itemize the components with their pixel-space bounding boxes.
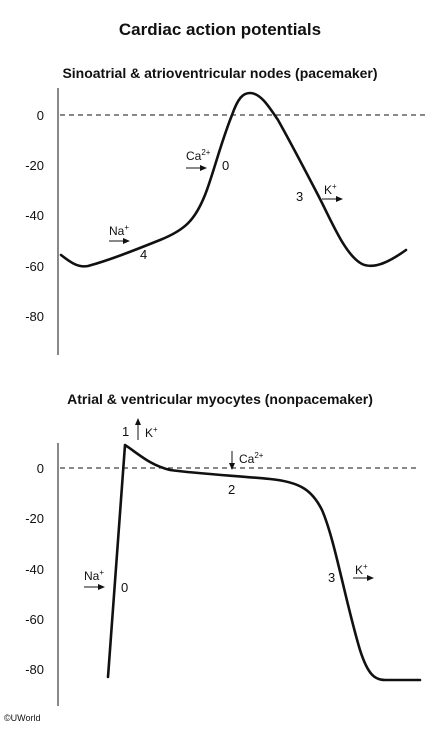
nonpacemaker-k3-label: K+ (355, 562, 368, 577)
nonpacemaker-ytick-0: 0 (37, 461, 44, 476)
nonpacemaker-na-arrow-icon (84, 584, 105, 590)
pacemaker-ytick-minus20: -20 (25, 158, 44, 173)
nonpacemaker-k-arrow-icon (353, 575, 374, 581)
nonpacemaker-subtitle: Atrial & ventricular myocytes (nonpacema… (67, 391, 373, 407)
pacemaker-ytick-0: 0 (37, 108, 44, 123)
pacemaker-na-arrow-icon (109, 238, 130, 244)
pacemaker-k-label: K+ (324, 182, 337, 197)
pacemaker-ytick-minus60: -60 (25, 259, 44, 274)
nonpacemaker-phase-1: 1 (122, 424, 129, 439)
nonpacemaker-ytick-minus60: -60 (25, 612, 44, 627)
pacemaker-phase-3: 3 (296, 189, 303, 204)
nonpacemaker-action-potential-curve (106, 443, 422, 682)
pacemaker-subtitle: Sinoatrial & atrioventricular nodes (pac… (62, 65, 377, 81)
pacemaker-ytick-minus40: -40 (25, 208, 44, 223)
nonpacemaker-phase-0: 0 (121, 580, 128, 595)
pacemaker-panel: Sinoatrial & atrioventricular nodes (pac… (25, 65, 425, 355)
pacemaker-ca-label: Ca2+ (186, 148, 211, 163)
nonpacemaker-ytick-minus20: -20 (25, 511, 44, 526)
pacemaker-ytick-minus80: -80 (25, 309, 44, 324)
pacemaker-na-label: Na+ (109, 223, 129, 238)
pacemaker-phase-0: 0 (222, 158, 229, 173)
pacemaker-ca-arrow-icon (186, 165, 207, 171)
nonpacemaker-ytick-minus40: -40 (25, 562, 44, 577)
nonpacemaker-panel: Atrial & ventricular myocytes (nonpacema… (25, 391, 422, 706)
pacemaker-action-potential-curve (59, 91, 408, 268)
nonpacemaker-ytick-minus80: -80 (25, 662, 44, 677)
pacemaker-phase-4: 4 (140, 247, 147, 262)
nonpacemaker-ca-down-arrow-icon (229, 451, 235, 470)
nonpacemaker-k1-label: K+ (145, 425, 158, 440)
nonpacemaker-k-up-arrow-icon (135, 418, 141, 440)
pacemaker-k-arrow-icon (322, 196, 343, 202)
nonpacemaker-phase-2: 2 (228, 482, 235, 497)
copyright-notice: ©UWorld (4, 713, 40, 723)
nonpacemaker-phase-3: 3 (328, 570, 335, 585)
nonpacemaker-na-label: Na+ (84, 568, 104, 583)
figure-title: Cardiac action potentials (119, 20, 321, 39)
nonpacemaker-ca-label: Ca2+ (239, 451, 264, 466)
